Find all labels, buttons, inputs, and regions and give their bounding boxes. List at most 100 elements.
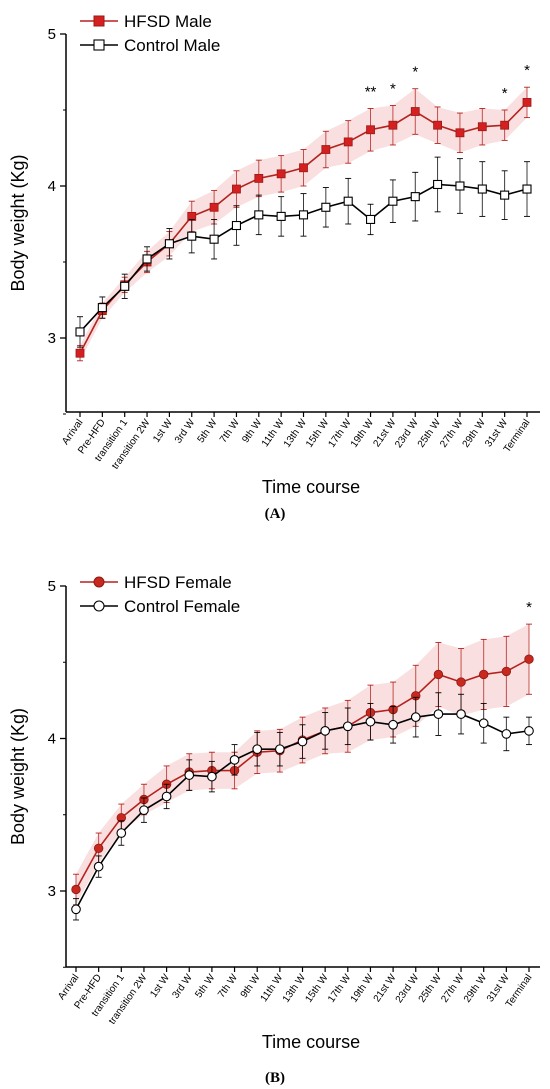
significance-marker: * bbox=[524, 62, 530, 79]
data-point bbox=[139, 805, 149, 816]
data-point bbox=[410, 192, 420, 202]
data-point bbox=[433, 669, 444, 680]
data-point bbox=[164, 239, 174, 249]
legend: HFSD Male Control Male bbox=[80, 12, 220, 55]
data-point bbox=[388, 196, 398, 206]
data-point bbox=[254, 173, 264, 183]
legend: HFSD Female Control Female bbox=[80, 573, 240, 616]
data-point bbox=[116, 828, 127, 838]
data-point bbox=[365, 214, 376, 224]
legend-marker bbox=[93, 39, 105, 51]
data-point bbox=[410, 107, 420, 116]
data-point bbox=[254, 210, 264, 220]
significance-marker: * bbox=[412, 64, 418, 81]
data-point bbox=[522, 98, 532, 107]
data-point bbox=[120, 281, 130, 291]
data-point bbox=[187, 231, 197, 241]
data-point bbox=[209, 202, 219, 212]
data-point bbox=[232, 184, 241, 194]
data-point bbox=[184, 770, 195, 780]
data-point bbox=[501, 666, 512, 677]
x-axis-title: Time course bbox=[262, 1032, 360, 1052]
y-tick-label: 5 bbox=[48, 578, 56, 595]
x-tick-label: 3rd W bbox=[170, 972, 195, 1001]
data-point bbox=[321, 202, 331, 212]
x-tick-label: 29th W bbox=[462, 972, 490, 1005]
y-tick-label: 5 bbox=[48, 26, 56, 43]
x-tick-label: 23rd W bbox=[394, 972, 422, 1005]
x-tick-label: 19th W bbox=[349, 972, 377, 1005]
data-point bbox=[522, 184, 532, 194]
data-point bbox=[297, 736, 308, 747]
data-point bbox=[276, 211, 286, 221]
data-point bbox=[524, 654, 534, 664]
data-point bbox=[71, 904, 81, 915]
x-tick-label: 7th W bbox=[218, 417, 242, 445]
data-point bbox=[343, 196, 353, 206]
data-point bbox=[478, 718, 489, 729]
data-point bbox=[456, 709, 466, 719]
data-point bbox=[93, 843, 104, 854]
series-1 bbox=[75, 156, 532, 348]
y-axis-title: Body weight (Kg) bbox=[8, 708, 28, 845]
data-point bbox=[455, 181, 465, 191]
data-point bbox=[298, 210, 309, 220]
data-point bbox=[320, 726, 331, 736]
data-point bbox=[477, 122, 487, 132]
data-point bbox=[276, 169, 286, 179]
data-point bbox=[275, 744, 285, 755]
x-tick-label: 7th W bbox=[216, 972, 240, 1000]
data-point bbox=[142, 254, 152, 264]
data-point bbox=[479, 669, 489, 680]
data-point bbox=[501, 729, 512, 739]
data-point bbox=[524, 726, 534, 736]
data-point bbox=[456, 677, 466, 687]
data-point bbox=[207, 771, 217, 782]
significance-marker: ** bbox=[365, 83, 377, 100]
panel-label: (A) bbox=[265, 506, 286, 522]
y-axis-title: Body weight (Kg) bbox=[8, 154, 28, 291]
x-tick-label: 1st W bbox=[148, 972, 172, 1000]
y-tick-label: 3 bbox=[48, 883, 56, 900]
data-point bbox=[161, 791, 172, 802]
data-point bbox=[342, 721, 353, 732]
data-point bbox=[433, 179, 443, 190]
data-point bbox=[343, 137, 353, 147]
data-point bbox=[500, 190, 510, 200]
data-point bbox=[410, 712, 421, 723]
x-tick-label: 29th W bbox=[461, 417, 489, 450]
legend-label: Control Male bbox=[124, 36, 220, 55]
data-point bbox=[433, 120, 443, 130]
x-tick-label: 5th W bbox=[196, 417, 220, 445]
y-tick-label: 4 bbox=[48, 178, 56, 195]
data-point bbox=[97, 303, 107, 313]
panel-label: (B) bbox=[265, 1070, 285, 1086]
data-point bbox=[71, 884, 81, 895]
x-axis-title: Time course bbox=[262, 477, 360, 497]
data-point bbox=[229, 754, 240, 765]
data-point bbox=[455, 128, 465, 138]
data-point bbox=[388, 719, 398, 730]
x-tick-label: 19th W bbox=[349, 417, 377, 450]
significance-marker: * bbox=[390, 80, 396, 97]
data-point bbox=[299, 163, 308, 173]
data-point bbox=[433, 709, 444, 719]
legend-marker bbox=[93, 600, 105, 612]
legend-marker bbox=[93, 15, 105, 27]
legend-label: HFSD Male bbox=[124, 12, 212, 31]
data-point bbox=[365, 716, 376, 727]
significance-marker: * bbox=[526, 599, 532, 616]
data-point bbox=[388, 120, 398, 130]
data-point bbox=[75, 348, 85, 358]
legend-label: HFSD Female bbox=[124, 573, 232, 592]
data-point bbox=[231, 220, 241, 231]
significance-marker: * bbox=[502, 85, 508, 102]
legend-label: Control Female bbox=[124, 597, 240, 616]
x-tick-label: 1st W bbox=[151, 417, 175, 445]
data-point bbox=[252, 744, 263, 755]
data-point bbox=[321, 145, 331, 154]
y-tick-label: 4 bbox=[48, 731, 56, 748]
